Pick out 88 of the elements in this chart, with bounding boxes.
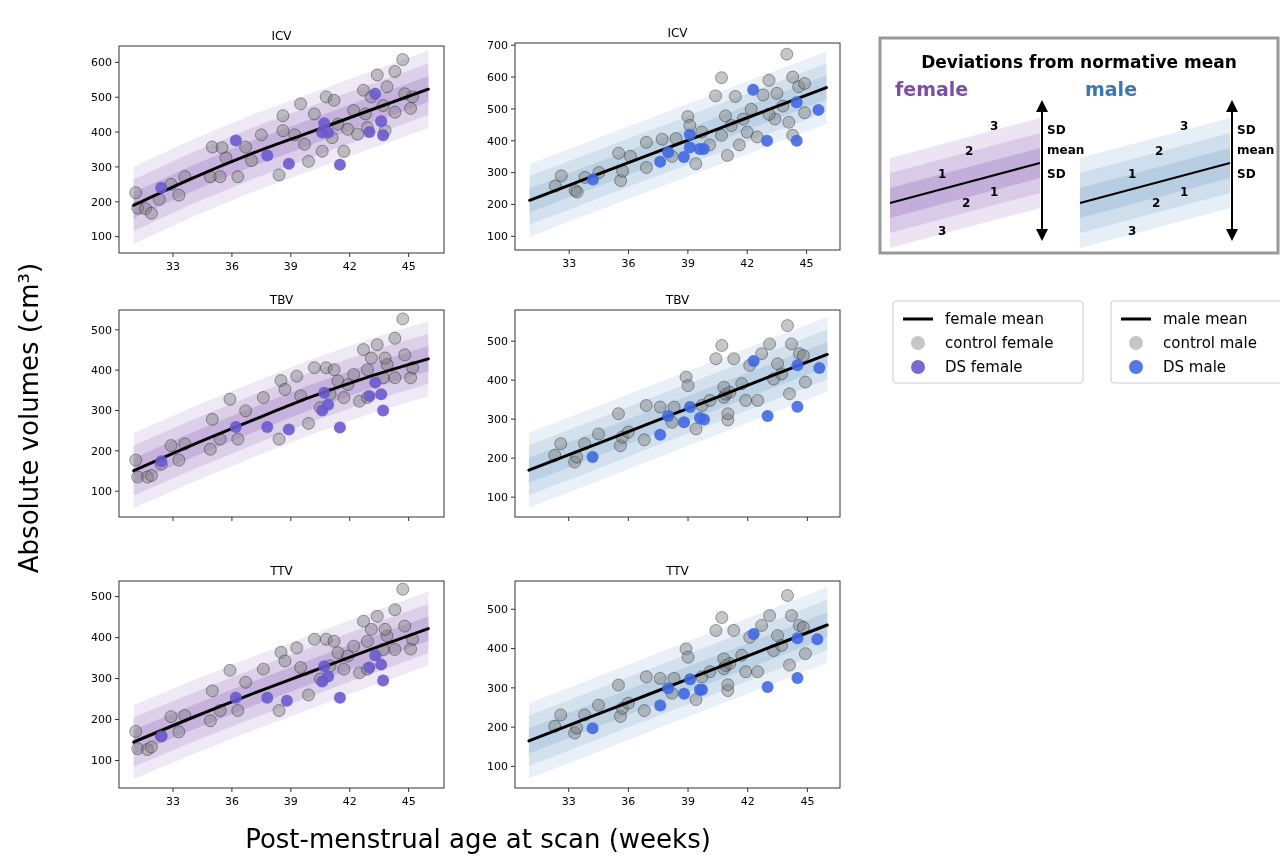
text: 3 xyxy=(1180,119,1189,133)
text: 3 xyxy=(1128,224,1137,238)
y-tick-label: 300 xyxy=(91,672,112,686)
x-axis-title: Post-menstrual age at scan (weeks) xyxy=(245,824,711,854)
x-tick-label: 45 xyxy=(401,260,416,273)
text: 2 xyxy=(965,144,974,158)
y-tick-label: 500 xyxy=(487,335,508,349)
text: SD xyxy=(1237,167,1256,181)
y-tick-label: 500 xyxy=(487,603,508,617)
chart-title: ICV xyxy=(271,29,293,43)
text: mean xyxy=(1237,143,1275,157)
x-tick-label: 36 xyxy=(224,795,239,808)
text: 2 xyxy=(962,196,971,210)
text: female xyxy=(895,78,969,100)
y-tick-label: 200 xyxy=(91,195,112,209)
x-tick-label: 36 xyxy=(621,795,636,808)
legend-label: male mean xyxy=(1163,310,1248,329)
y-tick-label: 400 xyxy=(91,125,112,139)
x-tick-label: 45 xyxy=(799,257,814,270)
y-tick-label: 400 xyxy=(487,642,508,656)
y-tick-label: 100 xyxy=(487,230,508,244)
y-tick-label: 400 xyxy=(91,631,112,645)
text: Deviations from normative mean xyxy=(921,52,1237,72)
chart-title: TTV xyxy=(665,564,690,578)
text: mean xyxy=(1047,143,1085,157)
y-tick-label: 300 xyxy=(91,404,112,418)
x-tick-label: 39 xyxy=(681,795,696,808)
x-tick-label: 39 xyxy=(283,260,298,273)
x-tick-label: 42 xyxy=(740,257,755,270)
y-tick-label: 600 xyxy=(487,70,508,84)
x-tick-label: 45 xyxy=(800,795,815,808)
chart-title: TBV xyxy=(664,293,690,307)
text: 3 xyxy=(990,119,999,133)
text: 3 xyxy=(938,224,947,238)
y-tick-label: 100 xyxy=(487,490,508,504)
text: 1 xyxy=(1128,167,1137,181)
text: 1 xyxy=(990,185,999,199)
text: 1 xyxy=(938,167,947,181)
y-tick-label: 200 xyxy=(91,444,112,458)
x-tick-label: 33 xyxy=(166,260,180,273)
chart-title: TBV xyxy=(268,293,294,307)
x-tick-label: 33 xyxy=(562,257,577,270)
text: 2 xyxy=(1155,144,1164,158)
legend-label: control male xyxy=(1163,334,1257,353)
y-tick-label: 500 xyxy=(91,323,112,337)
x-tick-label: 42 xyxy=(342,795,357,808)
x-tick-label: 39 xyxy=(680,257,695,270)
y-tick-label: 400 xyxy=(91,363,112,377)
legend-label: DS female xyxy=(945,358,1023,377)
text: SD xyxy=(1237,123,1256,137)
y-tick-label: 400 xyxy=(487,134,508,148)
y-tick-label: 100 xyxy=(91,230,112,244)
text: male xyxy=(1085,78,1138,100)
y-tick-label: 300 xyxy=(487,681,508,695)
y-tick-label: 500 xyxy=(91,91,112,105)
y-tick-label: 300 xyxy=(487,166,508,180)
y-tick-label: 100 xyxy=(487,760,508,774)
y-tick-label: 500 xyxy=(91,590,112,604)
text: SD xyxy=(1047,167,1066,181)
text: SD xyxy=(1047,123,1066,137)
y-tick-label: 200 xyxy=(487,451,508,465)
chart-title: ICV xyxy=(667,26,689,40)
y-tick-label: 200 xyxy=(91,713,112,727)
x-tick-label: 42 xyxy=(342,260,357,273)
text: 2 xyxy=(1152,196,1161,210)
y-tick-label: 100 xyxy=(91,485,112,499)
y-tick-label: 200 xyxy=(487,198,508,212)
chart-title: TTV xyxy=(269,564,294,578)
text: 1 xyxy=(1180,185,1189,199)
y-axis-title: Absolute volumes (cm³) xyxy=(14,262,44,574)
y-tick-label: 300 xyxy=(487,413,508,426)
y-tick-label: 200 xyxy=(487,720,508,734)
y-tick-label: 100 xyxy=(91,754,112,768)
y-tick-label: 700 xyxy=(487,39,508,53)
y-tick-label: 400 xyxy=(487,374,508,388)
x-tick-label: 36 xyxy=(621,257,636,270)
x-tick-label: 33 xyxy=(166,795,180,808)
x-tick-label: 36 xyxy=(224,260,239,273)
legend-label: female mean xyxy=(945,310,1045,329)
y-tick-label: 600 xyxy=(91,56,112,70)
x-tick-label: 33 xyxy=(561,795,576,808)
y-tick-label: 500 xyxy=(487,102,508,116)
y-tick-label: 300 xyxy=(91,160,112,174)
legend-label: control female xyxy=(945,334,1054,353)
x-tick-label: 42 xyxy=(740,795,755,808)
x-tick-label: 39 xyxy=(283,795,298,808)
x-tick-label: 45 xyxy=(401,795,416,808)
legend-label: DS male xyxy=(1163,358,1227,377)
